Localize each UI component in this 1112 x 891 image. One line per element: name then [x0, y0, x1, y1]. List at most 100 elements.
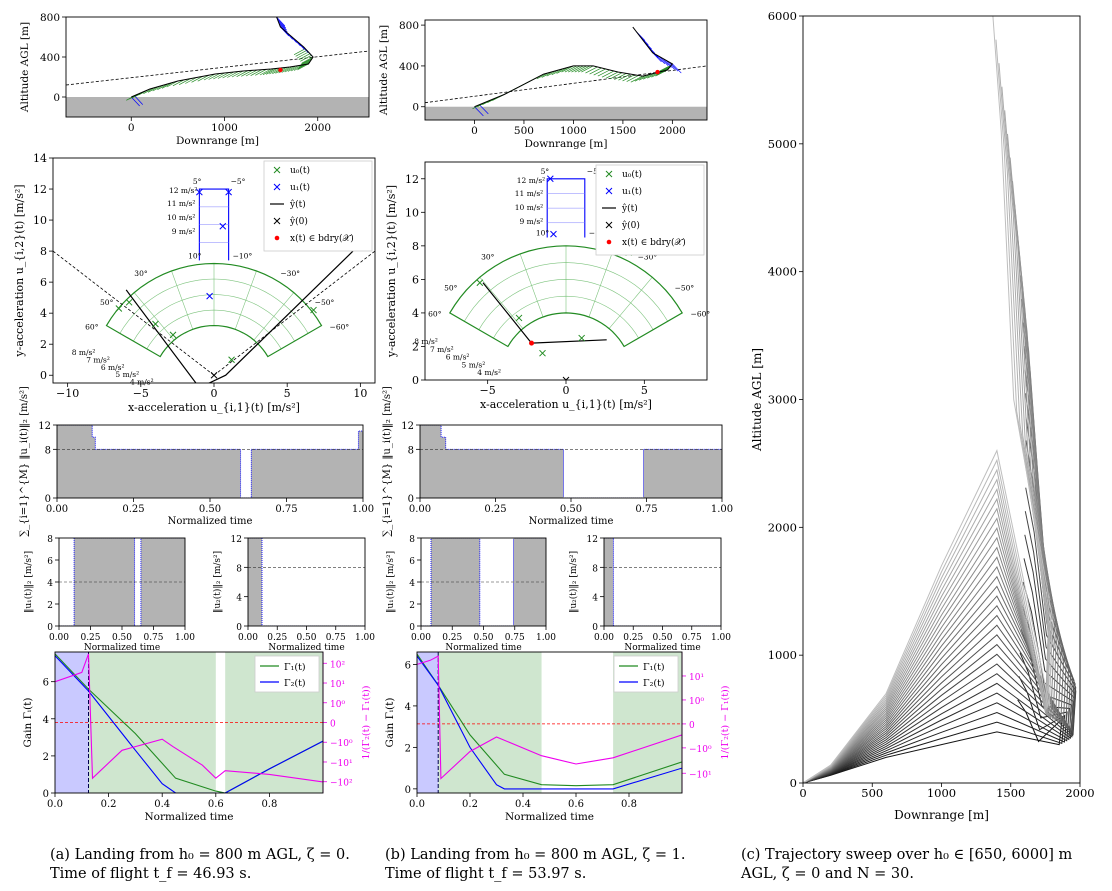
- y-tick-label: 12: [38, 421, 51, 432]
- u0-point: [228, 356, 235, 364]
- y-tick-label: 8: [409, 535, 415, 545]
- x-tick-label: 0.25: [267, 633, 287, 643]
- plot-area: [53, 188, 375, 383]
- x-axis-label: x-acceleration u_{i,1}(t) [m/s²]: [480, 398, 652, 411]
- annotation-label: 4 m/s²: [477, 368, 501, 377]
- ground-area: [425, 106, 707, 120]
- legend-box: [613, 655, 679, 693]
- thrust-vector: [614, 73, 627, 80]
- y-axis-label: y-acceleration u_{i,2}(t) [m/s²]: [385, 185, 398, 358]
- x-axis-label: Normalized time: [84, 643, 160, 653]
- caption-c-line2: AGL, ζ = 0 and N = 30.: [741, 866, 914, 882]
- thrust-vector: [589, 67, 602, 75]
- thrust-vector: [638, 73, 652, 81]
- right-tick-label: 10¹: [330, 680, 345, 690]
- y-tick-label: 0: [236, 623, 242, 633]
- plot-area: [59, 538, 185, 626]
- annotation-label: 50°: [444, 284, 458, 293]
- y-tick-label: 4: [592, 594, 598, 604]
- y-tick-label: 12: [405, 173, 419, 186]
- inner-grid-ray: [519, 253, 544, 318]
- sweep-trajectory: [803, 487, 1077, 783]
- thrust-vector: [191, 76, 203, 83]
- x-axis-label: Downrange [m]: [525, 138, 608, 150]
- caption-b-line1: (b) Landing from h₀ = 800 m AGL, ζ = 1.: [385, 847, 686, 863]
- x-tick-label: 2000: [1065, 786, 1094, 800]
- legend-entry: ŷ(t): [289, 199, 306, 210]
- x-tick-label: 1000: [560, 125, 587, 137]
- sweep-trajectory: [803, 110, 1049, 783]
- annotation-label: 5°: [193, 177, 202, 186]
- thrust-vector: [287, 65, 300, 72]
- thrust-vector: [278, 22, 288, 33]
- legend-swatch: [605, 170, 613, 178]
- plot-area: [448, 175, 684, 380]
- thrust-vector: [658, 56, 669, 66]
- legend-entry: Γ₁(t): [643, 662, 665, 673]
- right-tick-label: 10²: [330, 660, 345, 670]
- right-tick-label: −10²: [330, 779, 353, 789]
- thrust-vector: [622, 74, 635, 82]
- thrust-samples: [604, 538, 721, 626]
- axes-frame: [416, 651, 683, 794]
- x-axis-label: Normalized time: [445, 643, 521, 653]
- thrust-vector: [665, 59, 675, 70]
- thrust-vector: [597, 69, 610, 77]
- sweep-trajectory: [803, 511, 1077, 783]
- thrust-vector: [474, 106, 484, 117]
- x-axis-label: Downrange [m]: [176, 135, 259, 147]
- y-tick-label: 0: [405, 785, 411, 796]
- y-tick-label: 2: [47, 601, 53, 611]
- y-tick-label: 2: [412, 340, 419, 353]
- thrust-vector: [297, 63, 309, 71]
- x-tick-label: 1000: [927, 786, 956, 800]
- b_traj-panel: 0 500 1000 1500 2000 0 400 800 Downrange [m] Alti…: [378, 19, 708, 150]
- annotation-label: 8 m/s²: [414, 337, 438, 346]
- thrust-vector: [208, 73, 220, 80]
- x-tick-label: 2000: [659, 125, 686, 137]
- y-tick-label: 5000: [768, 137, 797, 151]
- sweep-trajectory: [803, 157, 1050, 783]
- y-axis-label: Altitude AGL [m]: [19, 22, 31, 113]
- yhat0-point: [210, 371, 218, 379]
- axes-frame: [603, 537, 722, 627]
- plot-area: [604, 538, 721, 626]
- u1-point: [206, 292, 213, 300]
- y-tick-label: 6000: [768, 9, 797, 23]
- thrust-vector: [265, 68, 278, 75]
- x-tick-label: 0.00: [594, 633, 614, 643]
- right-tick-label: 10¹: [689, 673, 704, 683]
- y-tick-label: 400: [399, 61, 419, 73]
- y-tick-label: 2: [43, 752, 49, 763]
- plot-area: [57, 425, 363, 498]
- x-tick-label: 0.4: [154, 799, 170, 810]
- gamma2-line: [417, 655, 682, 790]
- y-tick-label: 4000: [768, 265, 797, 279]
- y-tick-label: 400: [40, 52, 60, 64]
- x-tick-label: 1.00: [352, 504, 374, 515]
- u0-point: [115, 305, 123, 312]
- right-tick-label: 0: [689, 721, 695, 731]
- sweep-trajectory: [803, 534, 1076, 783]
- thrust-vector: [298, 53, 311, 60]
- legend-entry: ŷ(t): [621, 203, 638, 214]
- x-axis-label: Normalized time: [168, 516, 253, 527]
- sweep-trajectory: [803, 133, 1049, 783]
- thrust-vector: [605, 71, 619, 79]
- sweep-trajectory: [803, 298, 1062, 783]
- thrust-samples: [248, 538, 365, 626]
- legend-entry: ŷ(0): [289, 216, 308, 227]
- x-tick-label: 0: [211, 387, 218, 400]
- y-tick-label: 4: [409, 579, 415, 589]
- y-axis-label: Altitude AGL [m]: [378, 25, 390, 116]
- x-tick-label: 10: [353, 387, 367, 400]
- caption-c: (c) Trajectory sweep over h₀ ∈ [650, 600…: [741, 846, 1072, 884]
- thrust-vector: [281, 66, 294, 73]
- sweep-trajectory: [803, 652, 1068, 783]
- legend-entry: Γ₁(t): [284, 662, 306, 673]
- axes-frame: [247, 537, 366, 627]
- thrust-vector: [262, 68, 275, 75]
- x-tick-label: 0.50: [560, 504, 582, 515]
- feasible-set-u0: [105, 262, 323, 358]
